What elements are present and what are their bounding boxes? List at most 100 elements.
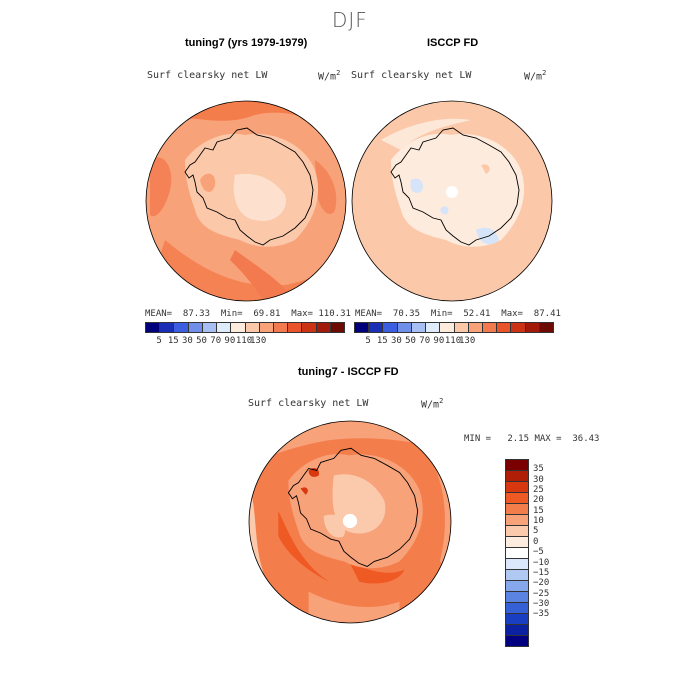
colorbar-tick-label: 30: [391, 336, 402, 346]
colorbar-tick-label: −35: [533, 609, 550, 620]
colorbar-tick-label: −30: [533, 598, 550, 609]
panel2-field-label: Surf clearsky net LW: [351, 70, 472, 81]
colorbar-tick-label: 30: [533, 474, 544, 485]
panel3-antarctica-coastline: [287, 447, 419, 567]
colorbar-tick-label: 0: [533, 536, 539, 547]
panel3-title: tuning7 - ISCCP FD: [298, 366, 399, 378]
colorbar-tick-label: 20: [533, 495, 544, 506]
panel3-units: W/m2: [421, 397, 444, 411]
colorbar-swatch: [538, 323, 554, 332]
colorbar-swatch: [506, 503, 528, 514]
panel2-polar-map: [351, 100, 553, 302]
colorbar-swatch: [506, 591, 528, 602]
colorbar-swatch: [506, 536, 528, 547]
colorbar-swatch: [287, 323, 302, 332]
colorbar-tick-label: 15: [167, 336, 179, 346]
season-title: DJF: [332, 8, 368, 32]
colorbar-tick-label: 25: [533, 485, 544, 496]
colorbar-swatch: [201, 323, 217, 332]
colorbar-swatch: [467, 323, 482, 332]
colorbar-swatch: [506, 613, 528, 624]
colorbar-tick-label: 35: [533, 464, 544, 475]
colorbar-swatch: [506, 547, 528, 558]
panel3-colorbar: [505, 459, 529, 647]
panel1-antarctica-coastline: [184, 127, 314, 246]
colorbar-tick-label: 30: [182, 336, 193, 346]
panel1-polar-map: [145, 100, 347, 302]
colorbar-swatch: [159, 323, 174, 332]
colorbar-swatch: [187, 323, 202, 332]
colorbar-swatch: [481, 323, 497, 332]
colorbar-swatch: [506, 558, 528, 569]
colorbar-swatch: [272, 323, 288, 332]
colorbar-tick-label: 10: [533, 516, 544, 527]
colorbar-tick-label: −15: [533, 567, 550, 578]
panel1-stats: MEAN= 87.33 Min= 69.81 Max= 110.31: [145, 309, 351, 319]
colorbar-tick-label: 90: [433, 336, 445, 346]
colorbar-tick-label: 50: [405, 336, 416, 346]
colorbar-swatch: [506, 580, 528, 591]
colorbar-swatch: [301, 323, 316, 332]
colorbar-swatch: [510, 323, 525, 332]
colorbar-swatch: [355, 323, 369, 332]
colorbar-swatch: [439, 323, 454, 332]
panel1-colorbar: [145, 322, 345, 333]
colorbar-tick-label: −25: [533, 588, 550, 599]
colorbar-tick-label: 110: [444, 336, 462, 346]
colorbar-swatch: [496, 323, 511, 332]
panel1-field-label: Surf clearsky net LW: [147, 70, 268, 81]
panel3-map-boundary: [248, 420, 452, 624]
colorbar-swatch: [425, 323, 440, 332]
colorbar-tick-label: 15: [376, 336, 388, 346]
colorbar-tick-label: 70: [419, 336, 431, 346]
colorbar-tick-label: 5: [533, 526, 539, 537]
colorbar-swatch: [506, 481, 528, 492]
panel3-field-label: Surf clearsky net LW: [248, 398, 369, 409]
colorbar-swatch: [329, 323, 345, 332]
panel2-map-boundary: [351, 100, 553, 302]
panel1-map-boundary: [145, 100, 347, 302]
colorbar-swatch: [524, 323, 539, 332]
colorbar-swatch: [506, 602, 528, 613]
colorbar-swatch: [506, 569, 528, 580]
colorbar-tick-label: 130: [459, 336, 476, 346]
colorbar-swatch: [230, 323, 245, 332]
panel2-title: ISCCP FD: [427, 37, 479, 49]
colorbar-swatch: [315, 323, 330, 332]
colorbar-swatch: [506, 525, 528, 536]
colorbar-swatch: [506, 514, 528, 525]
colorbar-swatch: [506, 460, 528, 470]
colorbar-swatch: [506, 470, 528, 481]
panel2-antarctica-coastline: [390, 127, 520, 246]
colorbar-swatch: [410, 323, 426, 332]
colorbar-tick-label: 130: [250, 336, 267, 346]
colorbar-swatch: [146, 323, 160, 332]
colorbar-swatch: [382, 323, 397, 332]
colorbar-tick-label: 110: [235, 336, 253, 346]
panel2-colorbar: [354, 322, 554, 333]
colorbar-tick-label: 5: [365, 336, 371, 346]
colorbar-swatch: [506, 624, 528, 635]
colorbar-tick-label: 70: [210, 336, 222, 346]
colorbar-swatch: [258, 323, 273, 332]
colorbar-swatch: [506, 492, 528, 503]
panel2-stats: MEAN= 70.35 Min= 52.41 Max= 87.41: [355, 309, 561, 319]
panel1-units: W/m2: [318, 69, 341, 83]
panel1-title: tuning7 (yrs 1979-1979): [185, 37, 308, 49]
colorbar-tick-label: 90: [224, 336, 236, 346]
colorbar-swatch: [506, 635, 528, 646]
colorbar-tick-label: 5: [156, 336, 162, 346]
colorbar-tick-label: 50: [196, 336, 207, 346]
colorbar-tick-label: −10: [533, 557, 550, 568]
colorbar-swatch: [244, 323, 259, 332]
colorbar-swatch: [173, 323, 188, 332]
colorbar-swatch: [396, 323, 411, 332]
colorbar-tick-label: −5: [533, 547, 544, 558]
colorbar-tick-label: −20: [533, 578, 550, 589]
colorbar-tick-label: 15: [533, 505, 544, 516]
colorbar-swatch: [368, 323, 383, 332]
panel2-units: W/m2: [524, 69, 547, 83]
panel3-polar-map: [248, 420, 452, 624]
panel3-stats: MIN = 2.15 MAX = 36.43: [464, 434, 600, 444]
colorbar-swatch: [453, 323, 468, 332]
